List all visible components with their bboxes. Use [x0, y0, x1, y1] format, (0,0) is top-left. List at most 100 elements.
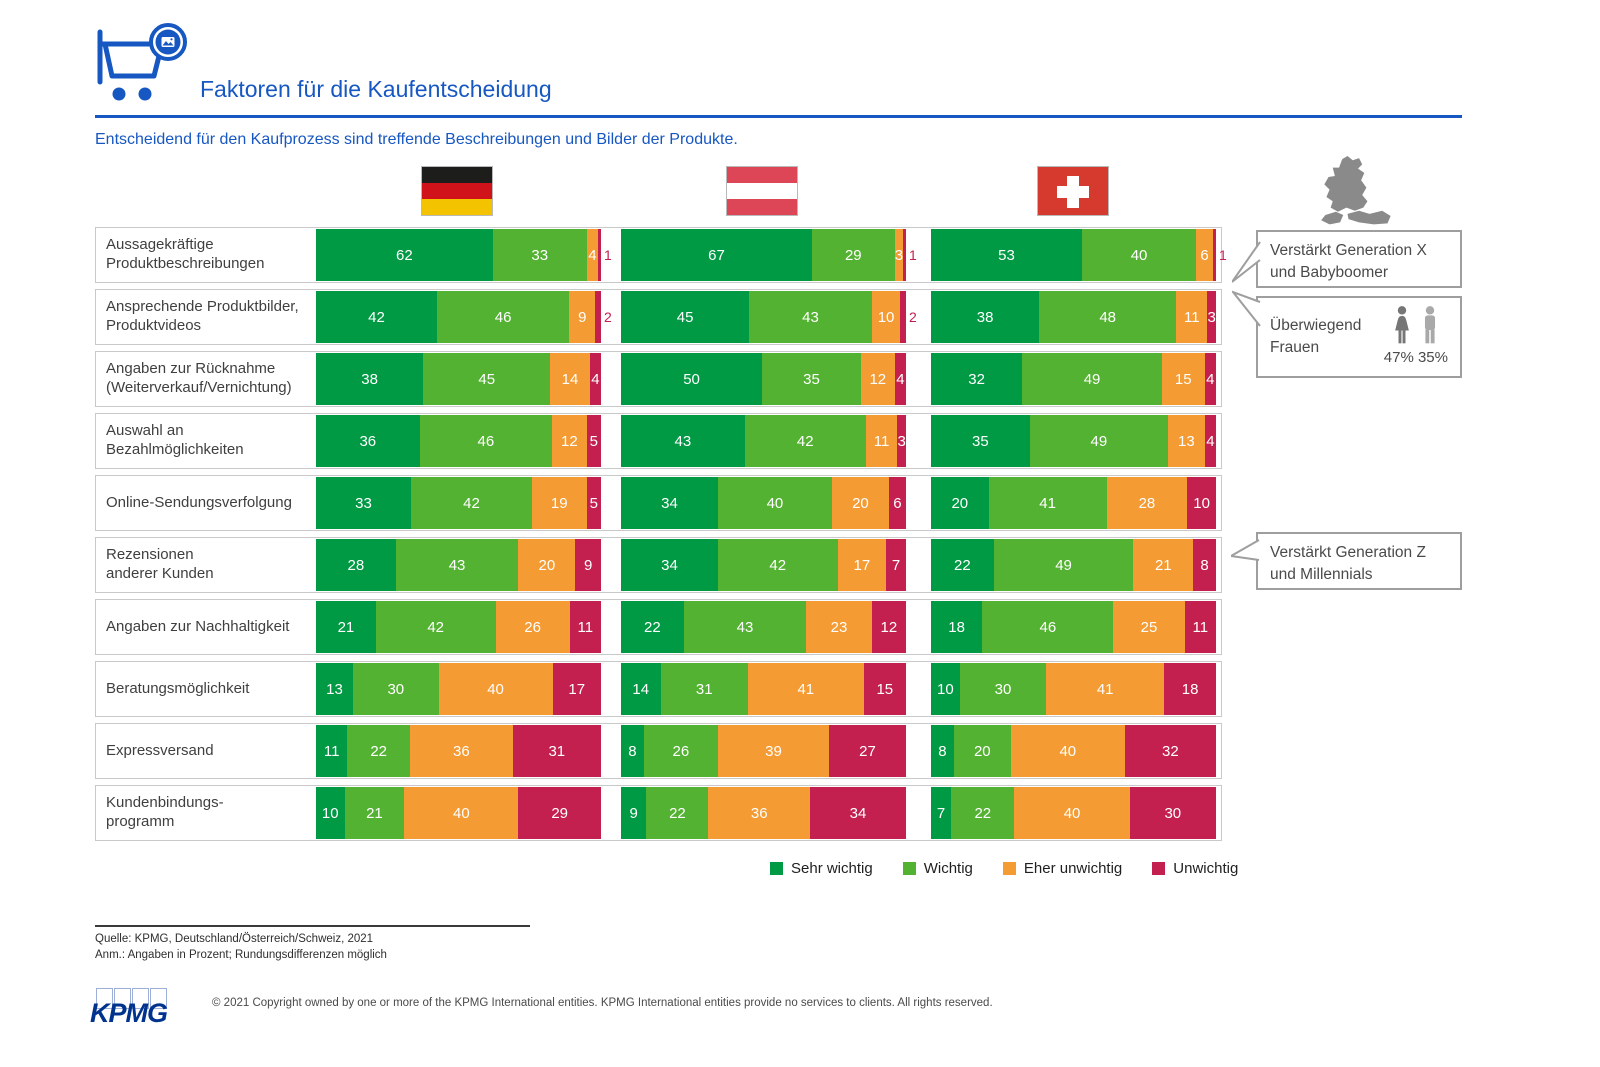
bar-segment: 22: [646, 787, 709, 839]
source-note: Quelle: KPMG, Deutschland/Österreich/Sch…: [95, 932, 387, 963]
bar-value: 10: [1193, 494, 1210, 512]
bar-value: 10: [937, 680, 954, 698]
bar-segment: 49: [1022, 353, 1162, 405]
bar-segment: 3: [894, 229, 904, 281]
bar-segment: 8: [1193, 539, 1216, 591]
bar-segment: [903, 229, 906, 281]
bar-segment: 31: [660, 663, 748, 715]
bar-value: 14: [632, 680, 650, 698]
bar-segment: 38: [931, 291, 1040, 343]
bar-value-outside: 2: [604, 309, 612, 325]
bar-segment: 30: [1129, 787, 1216, 839]
bar-segment: 18: [931, 601, 983, 653]
bar-value: 43: [736, 618, 754, 636]
bar-value: 32: [1162, 742, 1179, 760]
row-label: Beratungsmöglichkeit: [106, 679, 250, 697]
bar-group-at: 8 26 39 27: [621, 725, 906, 777]
bar-value: 41: [797, 680, 815, 698]
bar-value: 3: [894, 246, 904, 264]
bar-segment: 9: [575, 539, 601, 591]
bar-value: 36: [359, 432, 377, 450]
bar-segment: 17: [552, 663, 601, 715]
legend-label: Eher unwichtig: [1023, 860, 1123, 877]
bar-segment: 22: [931, 539, 994, 591]
bar-group-at: 34 42 17 7: [621, 539, 907, 591]
bar-segment: 45: [621, 291, 750, 343]
chart-row: Auswahl an Bezahlmöglichkeiten 36 46 12 5 43 4…: [95, 413, 1222, 469]
bar-segment: 11: [1176, 291, 1208, 343]
bar-segment: 40: [717, 477, 832, 529]
bar-group-ch: 38 48 11 3: [931, 291, 1216, 343]
bar-segment: 21: [316, 601, 376, 653]
bar-segment: 42: [411, 477, 532, 529]
bar-segment: 40: [438, 663, 553, 715]
bar-segment: 22: [347, 725, 411, 777]
bar-segment: 40: [1082, 229, 1197, 281]
bar-value: 20: [538, 556, 556, 574]
bar-value-outside: 1: [909, 247, 917, 263]
bar-value: 40: [1130, 246, 1148, 264]
bar-segment: 43: [395, 539, 519, 591]
bar-value: 42: [796, 432, 814, 450]
bar-group-at: 67 29 3 1: [621, 229, 917, 281]
bar-value: 22: [370, 742, 388, 760]
bar-value: 40: [487, 680, 504, 698]
female-percentage: 47%: [1383, 349, 1414, 367]
bar-segment: 12: [552, 415, 587, 467]
chart-row: Angaben zur Rücknahme (Weiterverkauf/Ver…: [95, 351, 1222, 407]
kpmg-logo-text: KPMG: [90, 998, 168, 1028]
legend-item: Wichtig: [902, 860, 973, 877]
bar-segment: 46: [982, 601, 1114, 653]
bar-value: 29: [844, 246, 862, 264]
bar-segment: 42: [744, 415, 866, 467]
bar-value: 4: [896, 370, 905, 388]
legend-label: Unwichtig: [1173, 860, 1239, 877]
bar-segment: 43: [683, 601, 807, 653]
bar-group-at: 50 35 12 4: [621, 353, 906, 405]
bar-segment: 10: [931, 663, 960, 715]
bar-group-ch: 7 22 40 30: [931, 787, 1216, 839]
bar-segment: 8: [931, 725, 954, 777]
austria-flag: [726, 166, 798, 216]
bar-value: 26: [672, 742, 690, 760]
bar-segment: 32: [931, 353, 1023, 405]
bar-value: 30: [1164, 804, 1182, 822]
bar-value: 25: [1140, 618, 1158, 636]
bar-value: 13: [1178, 432, 1195, 450]
bar-segment: 21: [1133, 539, 1194, 591]
row-label: Rezensionen anderer Kunden: [106, 546, 214, 582]
bar-segment: 33: [316, 477, 411, 529]
bar-segment: 27: [829, 725, 906, 777]
bar-value: 18: [1181, 680, 1199, 698]
bar-segment: 7: [886, 539, 907, 591]
bar-value: 11: [323, 742, 340, 760]
chart-row: Kundenbindungs- programm 10 21 40 29 9 22 36 34 7…: [95, 785, 1222, 841]
bar-value: 49: [1090, 432, 1108, 450]
bar-segment: [598, 229, 601, 281]
legend-swatch: [1152, 862, 1166, 875]
bar-value: 28: [347, 556, 365, 574]
bar-value: 26: [524, 618, 541, 636]
bar-value: 42: [368, 308, 385, 326]
bar-segment: 49: [993, 539, 1134, 591]
bar-segment: 43: [749, 291, 872, 343]
bar-value: 40: [453, 804, 470, 822]
bar-value: 8: [938, 742, 947, 760]
bar-segment: 6: [1196, 229, 1214, 281]
legend-item: Eher unwichtig: [1002, 860, 1123, 877]
bar-segment: 14: [550, 353, 590, 405]
bar-segment: 9: [569, 291, 596, 343]
bar-value: 21: [337, 618, 355, 636]
bar-value: 53: [998, 246, 1015, 264]
bar-segment: 45: [423, 353, 551, 405]
bar-value: 3: [897, 432, 906, 450]
bar-value: 20: [951, 494, 969, 512]
legend-swatch: [770, 862, 783, 875]
bar-value: 5: [589, 432, 598, 450]
bar-segment: 8: [621, 725, 644, 777]
bar-segment: 28: [1106, 477, 1188, 529]
bar-value: 49: [1083, 370, 1101, 388]
bar-value: 12: [560, 432, 578, 450]
bar-group-at: 9 22 36 34: [621, 787, 906, 839]
bar-segment: 4: [589, 353, 601, 405]
